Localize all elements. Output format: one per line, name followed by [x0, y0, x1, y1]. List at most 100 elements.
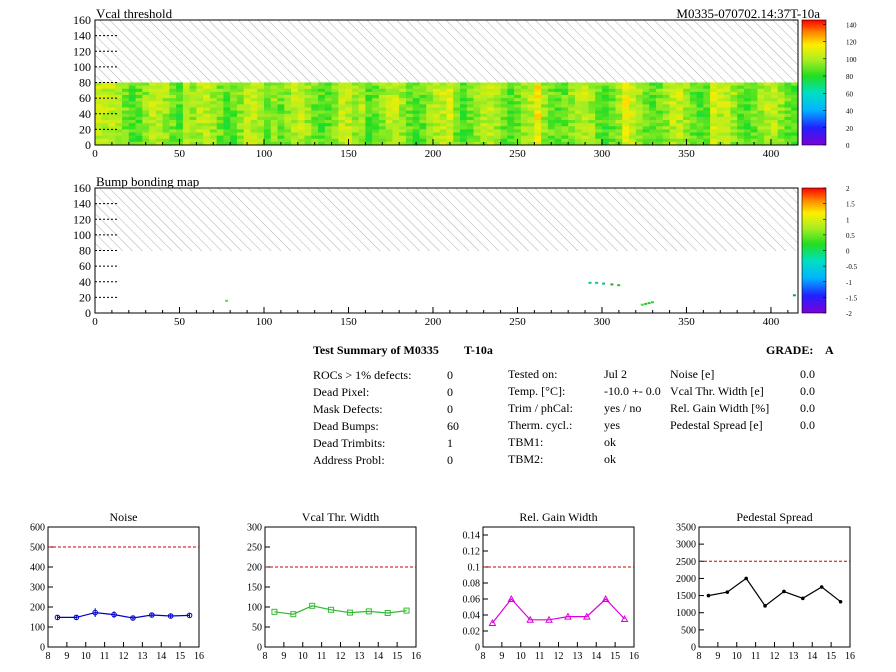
heatmap-cell	[196, 82, 204, 87]
heatmap-cell	[304, 123, 312, 127]
heatmap-cell	[662, 85, 670, 90]
heatmap-cell	[128, 107, 136, 112]
heatmap-cell	[757, 126, 765, 130]
heatmap-cell	[203, 82, 211, 87]
heatmap-cell	[297, 132, 305, 137]
heatmap-cell	[243, 138, 251, 143]
heatmap-cell	[500, 138, 508, 143]
heatmap-cell	[304, 82, 312, 87]
heatmap-cell	[520, 85, 529, 90]
heatmap-cell	[770, 101, 779, 105]
heatmap-cell	[162, 88, 170, 93]
heatmap-cell	[446, 107, 454, 112]
summary-value: ok	[604, 435, 616, 449]
heatmap-cell	[642, 138, 650, 143]
heatmap-cell	[318, 116, 326, 121]
heatmap-cell	[284, 107, 292, 112]
heatmap-cell	[101, 98, 109, 102]
heatmap-cell	[297, 98, 305, 102]
heatmap-cell	[385, 132, 393, 137]
heatmap-cell	[588, 91, 596, 96]
heatmap-cell	[568, 120, 576, 124]
y-tick-label: 100	[73, 60, 91, 74]
heatmap-cell	[291, 113, 299, 118]
heatmap-cell	[683, 132, 691, 137]
heatmap-cell	[743, 101, 752, 105]
heatmap-cell	[122, 135, 130, 140]
heatmap-cell	[128, 88, 136, 93]
heatmap-cell	[324, 107, 332, 112]
heatmap-cell	[304, 91, 312, 96]
heatmap-cell	[453, 123, 461, 127]
heatmap-cell	[324, 98, 332, 102]
heatmap-cell	[716, 113, 725, 118]
heatmap-cell	[432, 107, 441, 112]
heatmap-cell	[324, 101, 332, 105]
heatmap-cell	[115, 91, 123, 96]
heatmap-cell	[487, 110, 495, 115]
grade-value: A	[825, 343, 834, 357]
heatmap-cell	[554, 98, 562, 102]
heatmap-cell	[257, 82, 265, 87]
heatmap-cell	[169, 91, 177, 96]
heatmap-cell	[135, 132, 143, 137]
x-tick-label: 11	[100, 651, 110, 662]
heatmap-cell	[338, 141, 346, 146]
heatmap-cell	[291, 95, 299, 99]
heatmap-cell	[520, 132, 529, 137]
heatmap-cell	[662, 123, 670, 127]
heatmap-cell	[622, 113, 630, 118]
heatmap-cell	[716, 107, 725, 112]
heatmap-cell	[574, 101, 583, 105]
heatmap-cell	[730, 95, 738, 99]
heatmap-cell	[338, 107, 346, 112]
heatmap-cell	[662, 135, 670, 140]
heatmap-cell	[399, 95, 407, 99]
hatched-unused-area	[95, 188, 798, 251]
summary-label: TBM2:	[508, 452, 544, 466]
heatmap-cell	[683, 101, 691, 105]
heatmap-cell	[304, 138, 312, 143]
heatmap-cell	[345, 91, 353, 96]
heatmap-cell	[378, 107, 387, 112]
heatmap-cell	[270, 116, 278, 121]
heatmap-cell	[507, 101, 515, 105]
heatmap-cell	[223, 113, 231, 118]
heatmap-cell	[656, 120, 664, 124]
heatmap-cell	[203, 129, 211, 133]
heatmap-cell	[385, 120, 393, 124]
heatmap-cell	[777, 135, 785, 140]
heatmap-cell	[236, 95, 245, 99]
heatmap-cell	[135, 129, 143, 133]
heatmap-cell	[378, 126, 387, 130]
heatmap-cell	[331, 110, 339, 115]
heatmap-cell	[277, 88, 285, 93]
heatmap-cell	[500, 116, 508, 121]
heatmap-cell	[108, 101, 116, 105]
heatmap-cell	[791, 129, 799, 133]
heatmap-cell	[541, 107, 549, 112]
heatmap-cell	[270, 132, 278, 137]
heatmap-cell	[656, 126, 664, 130]
heatmap-cell	[122, 107, 130, 112]
y-tick-label: 50	[252, 623, 262, 634]
heatmap-cell	[770, 82, 779, 87]
heatmap-cell	[466, 91, 474, 96]
heatmap-cell	[182, 135, 191, 140]
heatmap-cell	[135, 98, 143, 102]
heatmap-cell	[284, 123, 292, 127]
y-tick-label: 0.1	[468, 563, 481, 574]
heatmap-cell	[514, 113, 522, 118]
heatmap-cell	[588, 138, 596, 143]
heatmap-cell	[108, 120, 116, 124]
heatmap-cell	[520, 82, 529, 87]
heatmap-cell	[345, 107, 353, 112]
heatmap-cell	[250, 129, 258, 133]
heatmap-cell	[662, 129, 670, 133]
heatmap-cell	[480, 88, 488, 93]
y-tick-label: 40	[79, 107, 91, 121]
heatmap-cell	[487, 107, 495, 112]
heatmap-cell	[189, 138, 197, 143]
heatmap-cell	[520, 110, 529, 115]
map-title: Vcal threshold	[96, 6, 173, 21]
